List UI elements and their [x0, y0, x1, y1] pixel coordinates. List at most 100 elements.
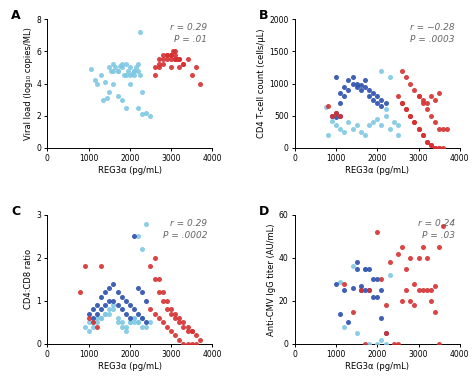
Point: [337, 100, 344, 106]
Point: [101, 289, 109, 295]
Point: [172, 56, 179, 62]
Point: [143, 110, 150, 116]
Point: [196, 81, 204, 87]
Point: [340, 129, 348, 135]
Point: [382, 106, 389, 112]
Point: [402, 106, 410, 112]
Point: [172, 315, 179, 321]
Point: [378, 97, 385, 103]
Point: [146, 264, 154, 270]
Point: [105, 285, 113, 291]
Point: [175, 56, 183, 62]
Point: [357, 287, 365, 293]
Point: [419, 132, 427, 138]
Point: [118, 97, 126, 103]
Point: [353, 265, 360, 272]
Point: [365, 287, 373, 293]
Point: [97, 306, 105, 312]
Point: [415, 126, 422, 132]
Point: [386, 126, 393, 132]
Text: r = 0.29
P = .01: r = 0.29 P = .01: [170, 23, 208, 44]
Point: [340, 287, 348, 293]
Point: [180, 319, 187, 325]
Point: [340, 281, 348, 287]
Point: [361, 265, 369, 272]
Point: [126, 315, 134, 321]
Point: [105, 89, 113, 95]
Point: [108, 68, 115, 74]
Point: [402, 265, 410, 272]
Point: [180, 341, 187, 347]
Point: [435, 341, 443, 347]
Point: [353, 330, 360, 336]
Point: [423, 255, 430, 261]
Point: [374, 93, 381, 99]
Point: [175, 56, 183, 62]
Point: [130, 315, 138, 321]
Point: [138, 315, 146, 321]
Point: [386, 259, 393, 265]
Point: [172, 311, 179, 317]
Point: [402, 106, 410, 112]
Point: [180, 61, 187, 67]
Point: [81, 324, 88, 330]
Point: [101, 79, 109, 85]
Point: [427, 93, 435, 99]
Point: [427, 142, 435, 148]
Point: [85, 315, 92, 321]
Point: [109, 306, 117, 312]
Point: [130, 233, 138, 240]
Point: [134, 319, 142, 325]
Point: [118, 324, 126, 330]
Point: [394, 341, 401, 347]
Point: [109, 61, 117, 67]
Point: [324, 103, 332, 109]
Point: [361, 265, 369, 272]
Point: [118, 64, 126, 70]
Point: [337, 278, 344, 285]
Point: [89, 315, 97, 321]
Point: [369, 90, 377, 96]
Point: [155, 56, 163, 62]
Point: [410, 302, 418, 308]
Point: [357, 283, 365, 289]
Point: [439, 145, 447, 151]
Point: [337, 113, 344, 119]
Point: [369, 119, 377, 125]
Point: [122, 311, 129, 317]
Point: [101, 311, 109, 317]
Point: [173, 56, 181, 62]
Point: [85, 319, 92, 325]
Point: [188, 73, 195, 79]
Point: [431, 283, 439, 289]
Point: [378, 68, 385, 74]
Point: [112, 64, 119, 70]
Point: [357, 87, 365, 93]
Point: [365, 287, 373, 293]
Point: [93, 324, 100, 330]
Point: [114, 68, 121, 74]
Point: [126, 64, 134, 70]
Point: [124, 68, 132, 74]
Point: [332, 110, 340, 116]
Point: [415, 287, 422, 293]
Point: [332, 281, 340, 287]
Point: [128, 71, 136, 77]
Point: [332, 122, 340, 128]
Point: [415, 255, 422, 261]
Point: [378, 103, 385, 109]
Point: [143, 319, 150, 325]
Point: [118, 319, 126, 325]
Point: [138, 289, 146, 295]
Point: [184, 56, 191, 62]
Point: [394, 251, 401, 257]
Point: [138, 315, 146, 321]
Point: [155, 315, 163, 321]
Point: [419, 97, 427, 103]
Point: [122, 105, 129, 111]
Point: [97, 315, 105, 321]
Point: [386, 272, 393, 278]
Point: [151, 255, 158, 261]
Point: [159, 289, 167, 295]
Point: [138, 111, 146, 117]
